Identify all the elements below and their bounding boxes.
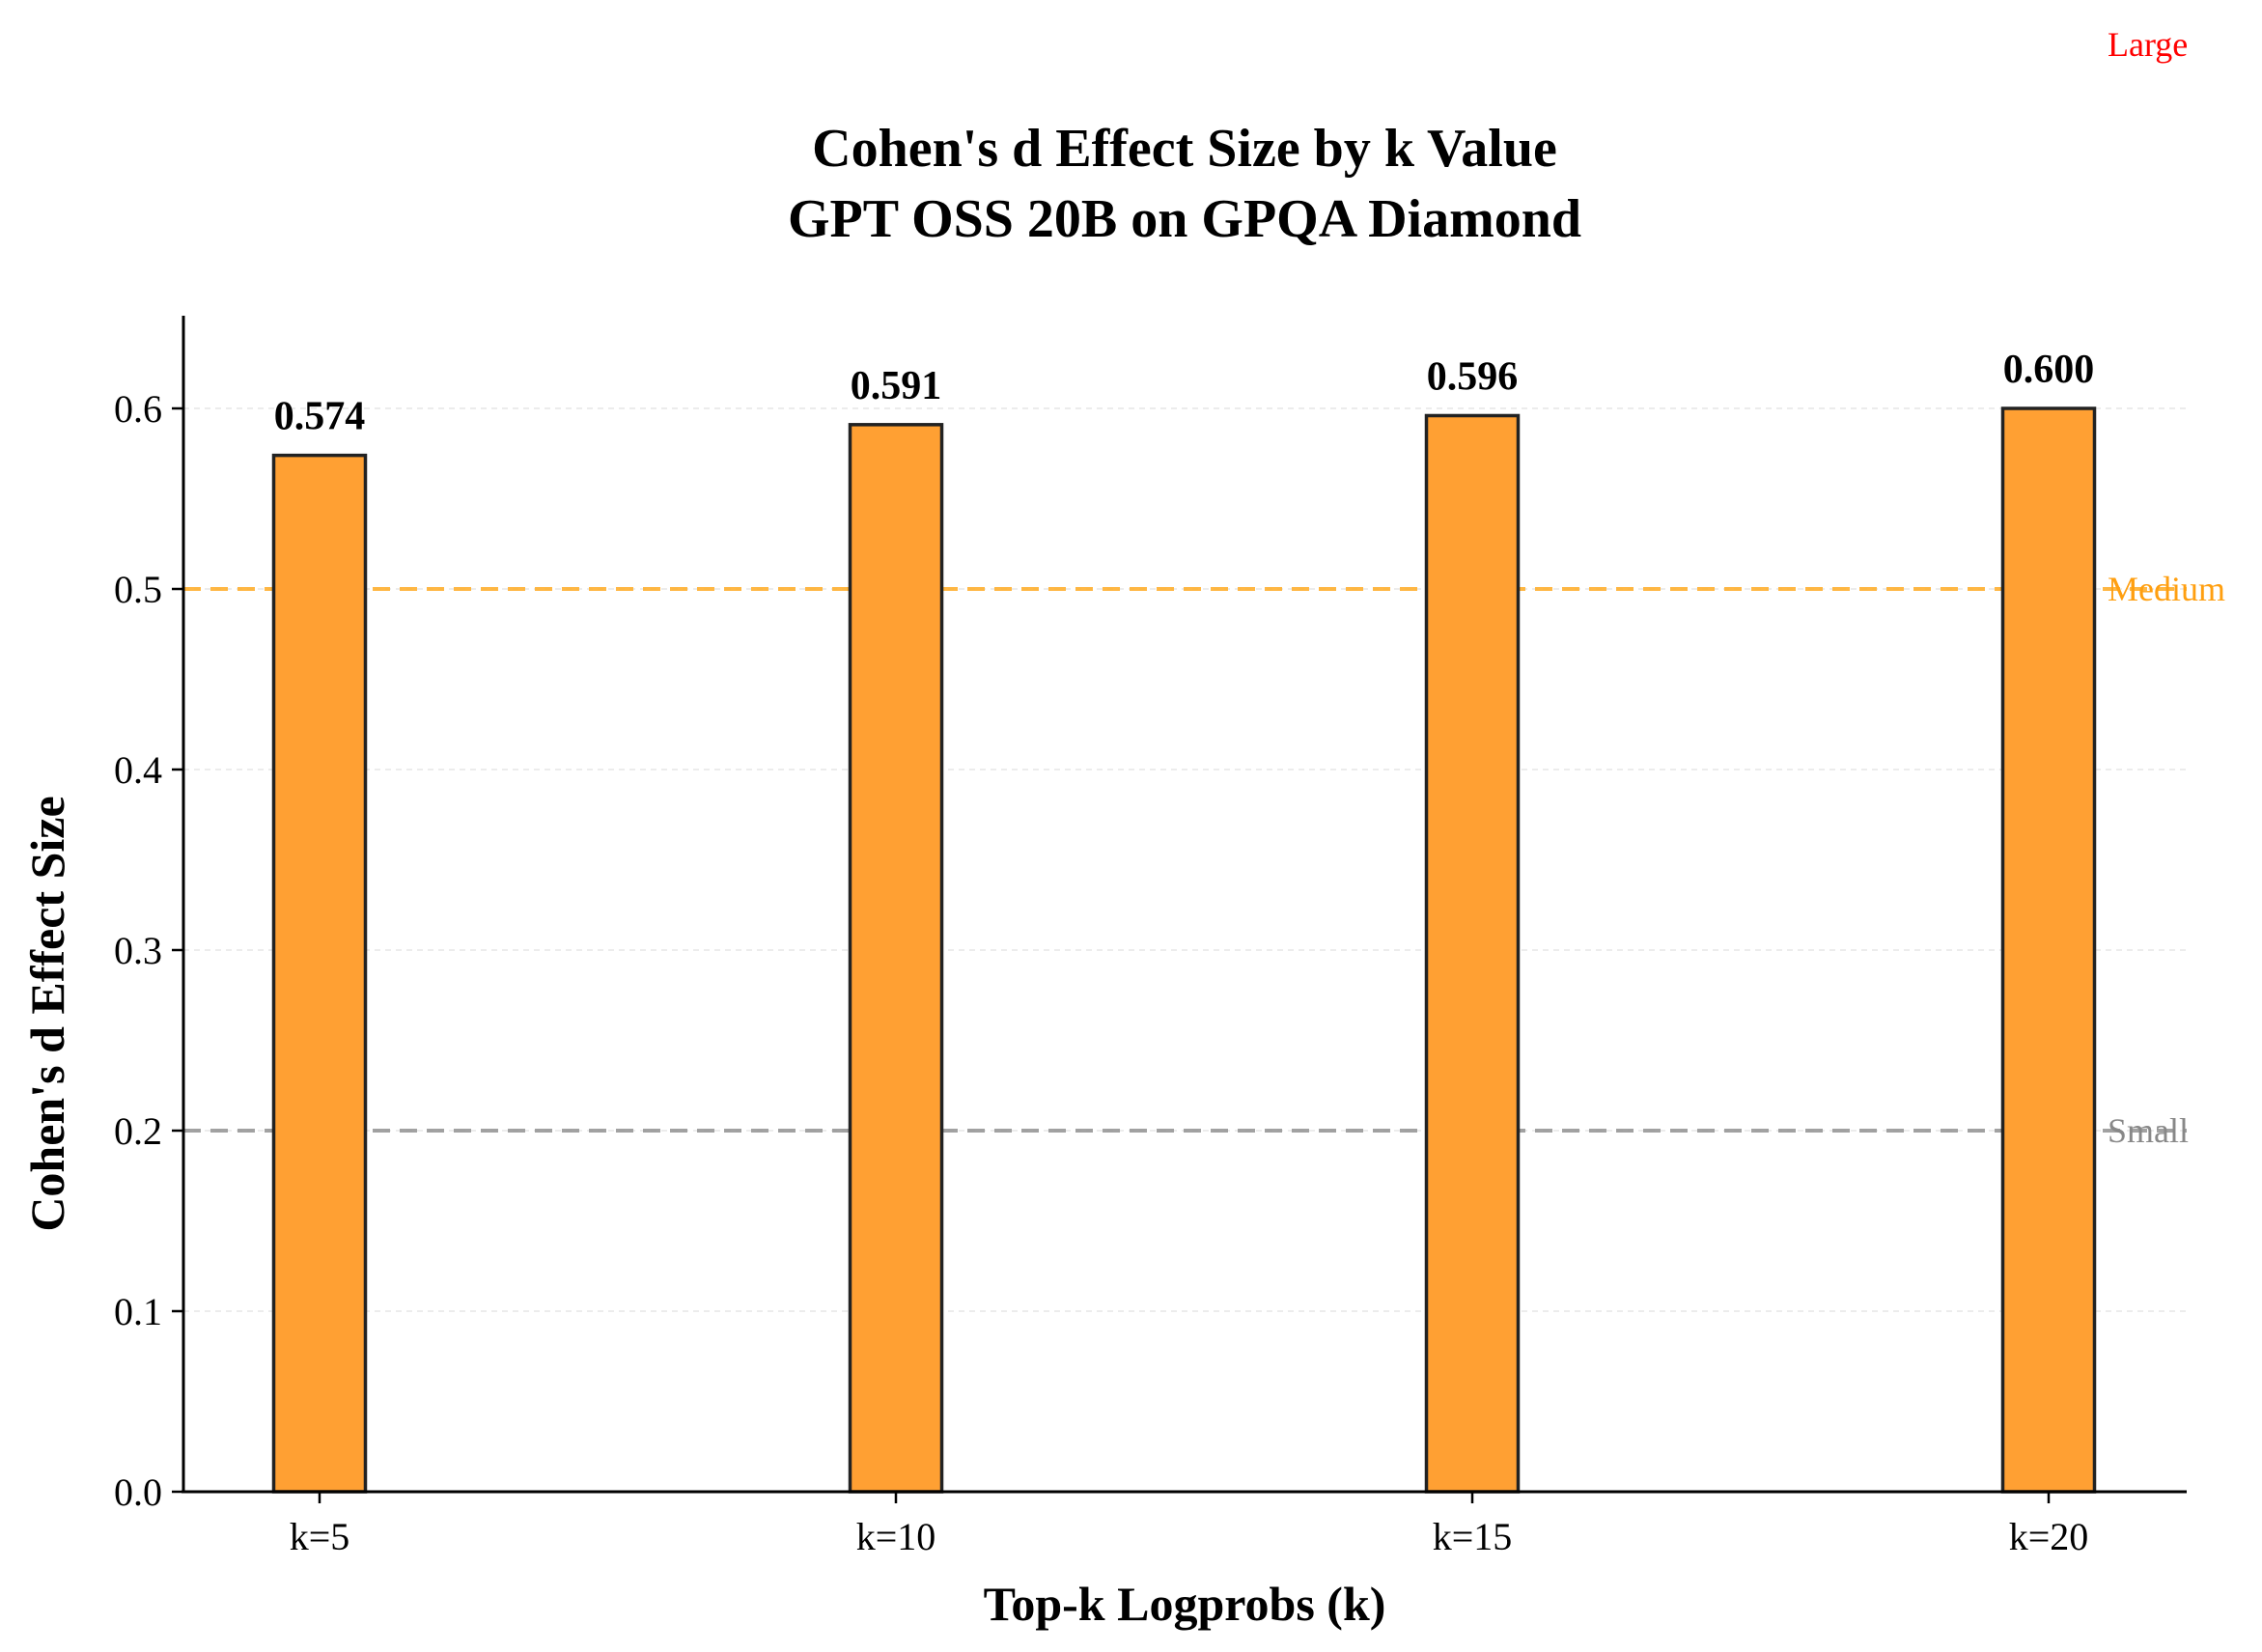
bars: [271, 406, 2097, 1494]
y-tick-label: 0.3: [114, 929, 162, 972]
ticks: 0.0 0.1 0.2 0.3 0.4 0.5 0.6 k=5 k=10 k=15 k=20: [114, 387, 2088, 1558]
y-tick-label: 0.1: [114, 1290, 162, 1333]
reference-label-large: Large: [2108, 25, 2188, 64]
value-label: 0.574: [274, 395, 366, 439]
x-tick-label: k=5: [290, 1515, 350, 1558]
y-tick-label: 0.6: [114, 387, 162, 431]
axes: [182, 316, 2187, 1494]
reference-lines: Small Medium Large: [183, 25, 2225, 1150]
x-tick-label: k=10: [856, 1515, 936, 1558]
bar-k=5: [271, 453, 368, 1494]
data-labels: 0.574 0.591 0.596 0.600: [274, 348, 2095, 439]
value-label: 0.591: [851, 364, 942, 408]
bar-k=15: [1424, 413, 1521, 1494]
chart-title-line-1: Cohen's d Effect Size by k Value: [812, 119, 1557, 179]
x-axis-label: Top-k Logprobs (k): [984, 1577, 1386, 1631]
y-tick-label: 0.0: [114, 1470, 162, 1514]
value-label: 0.600: [2003, 348, 2095, 392]
x-tick-label: k=20: [2009, 1515, 2089, 1558]
bar-k=20: [2000, 406, 2097, 1494]
grid-layer: [183, 407, 2187, 1312]
reference-label-small: Small: [2108, 1111, 2189, 1150]
y-tick-label: 0.4: [114, 748, 162, 792]
chart-title: Cohen's d Effect Size by k Value GPT OSS…: [788, 119, 1581, 249]
reference-label-medium: Medium: [2108, 570, 2225, 608]
bar-k=10: [848, 423, 944, 1494]
y-tick-label: 0.2: [114, 1109, 162, 1153]
chart-title-line-2: GPT OSS 20B on GPQA Diamond: [788, 189, 1581, 249]
y-axis-label: Cohen's d Effect Size: [20, 796, 74, 1231]
value-label: 0.596: [1427, 354, 1519, 399]
x-tick-label: k=15: [1433, 1515, 1513, 1558]
y-tick-label: 0.5: [114, 568, 162, 611]
